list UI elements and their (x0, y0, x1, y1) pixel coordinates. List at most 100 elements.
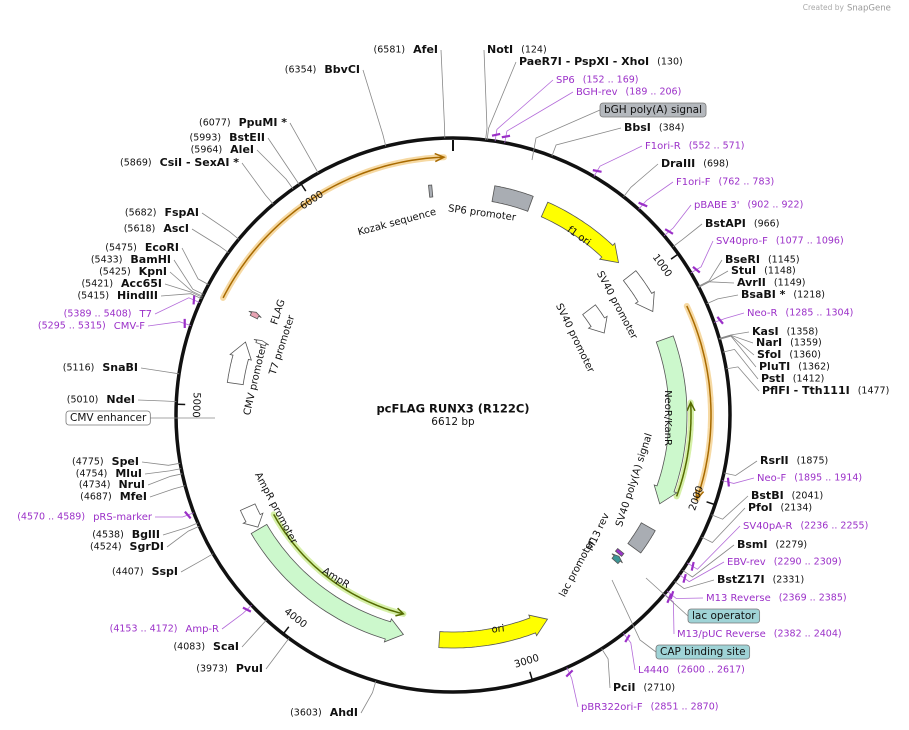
site-leader (723, 460, 758, 476)
orf-head (695, 489, 705, 501)
site-pos: (2041) (792, 491, 824, 502)
primer-group: M13/pUC Reverse (2382 .. 2404) (664, 593, 842, 640)
orf-head (395, 607, 405, 617)
site-group: NotI (124) (483, 43, 547, 140)
site-group: HindIII (5415) (77, 289, 202, 302)
feature-box (65, 410, 151, 426)
primer-mark (592, 169, 602, 173)
site-name: SspI (152, 565, 178, 578)
primer-mark (638, 201, 648, 208)
primer-name: T7 (139, 309, 152, 320)
site-pos: (1145) (768, 255, 800, 266)
site-leader (719, 335, 755, 356)
orf-head (434, 152, 446, 163)
site-group: SnaBI (5116) (63, 361, 180, 375)
site-name: KpnI (139, 265, 167, 278)
feature-label: ori (491, 623, 505, 635)
primer-mark (624, 634, 631, 643)
site-group: BstEII (5993) (190, 131, 300, 185)
feature (428, 184, 434, 198)
primer-leader (155, 512, 194, 518)
site-group: SpeI (4775) (72, 455, 181, 468)
feature (582, 304, 608, 334)
primer-name: SV40pA-R (743, 521, 792, 532)
site-name: SnaBI (102, 361, 138, 374)
primer-leader (147, 321, 191, 327)
orf-line (675, 402, 692, 497)
primer-pos: (4153 .. 4172) (110, 624, 178, 635)
feature-box (687, 608, 761, 624)
site-pos: (4687) (80, 492, 112, 503)
primer-group: pBABE 3' (902 .. 922) (663, 200, 804, 237)
primer-mark (690, 561, 695, 571)
site-group: BbvCI (6354) (285, 63, 387, 147)
site-name: RsrII (760, 454, 789, 467)
site-pos: (4538) (92, 530, 124, 541)
primer-name: pBR322ori-F (581, 702, 643, 713)
site-group: BsaBI * (1218) (706, 288, 825, 305)
site-leader (140, 367, 180, 375)
feature (540, 201, 620, 264)
site-group: PciI (2710) (601, 648, 675, 694)
primer-pos: (552 .. 571) (689, 141, 745, 152)
site-name: FspAI (164, 206, 199, 219)
primer-pos: (902 .. 922) (748, 200, 804, 211)
site-pos: (1358) (787, 327, 819, 338)
site-pos: (124) (521, 45, 547, 56)
feature (248, 310, 262, 320)
site-name: BstEII (229, 131, 265, 144)
scale-label: 2000 (687, 485, 706, 513)
site-pos: (1362) (798, 362, 830, 373)
site-leader (181, 247, 209, 285)
site-name: AscI (163, 222, 189, 235)
primer-group: F1ori-F (762 .. 783) (638, 177, 774, 210)
site-name: BstAPI (705, 217, 746, 230)
orf-glow (220, 154, 447, 301)
orf-line (222, 156, 445, 299)
site-pos: (6581) (374, 45, 406, 56)
primer-group: Neo-R (1285 .. 1304) (713, 308, 853, 323)
site-name: SgrDI (130, 540, 164, 553)
site-name: AhdI (330, 706, 358, 719)
site-pos: (1359) (790, 338, 822, 349)
site-leader (698, 281, 735, 288)
site-pos: (4407) (112, 567, 144, 578)
site-pos: (5010) (67, 395, 99, 406)
site-name: BamHI (130, 253, 171, 266)
primer-pos: (2236 .. 2255) (800, 521, 868, 532)
site-pos: (4524) (90, 542, 122, 553)
site-group: BglII (4538) (92, 522, 199, 541)
site-name: BsaBI * (741, 288, 786, 301)
primer-name: BGH-rev (576, 87, 618, 98)
site-leader (241, 162, 274, 205)
site-group: AfeI (6581) (374, 43, 446, 139)
primer-group: EBV-rev (2290 .. 2309) (679, 557, 842, 583)
site-name: BsmI (737, 538, 768, 551)
site-leader (362, 69, 387, 147)
site-pos: (1412) (793, 374, 825, 385)
site-leader (137, 399, 177, 402)
site-pos: (4775) (72, 457, 104, 468)
primer-mark (565, 669, 574, 678)
site-pos: (1149) (774, 278, 806, 289)
scale-tick (283, 626, 290, 634)
primer-leader (504, 91, 574, 143)
site-pos: (4754) (76, 469, 108, 480)
site-leader (144, 468, 182, 475)
primer-name: pRS-marker (93, 512, 153, 523)
site-group: CsiI - SexAI * (5869) (120, 156, 274, 205)
primer-leader (638, 181, 674, 210)
site-name: DraIII (661, 157, 695, 170)
site-leader (160, 293, 202, 300)
site-group: MluI (4754) (76, 467, 182, 480)
site-leader (360, 680, 377, 714)
backbone (174, 136, 732, 694)
scale-label: 6000 (298, 189, 325, 212)
primer-leader (713, 312, 745, 323)
site-group: NarI (1359) (719, 334, 822, 349)
site-name: BstZ17I (717, 573, 765, 586)
primer-pos: (2382 .. 2404) (774, 629, 842, 640)
site-name: AfeI (413, 43, 438, 56)
site-name: CsiI - SexAI * (160, 156, 240, 169)
